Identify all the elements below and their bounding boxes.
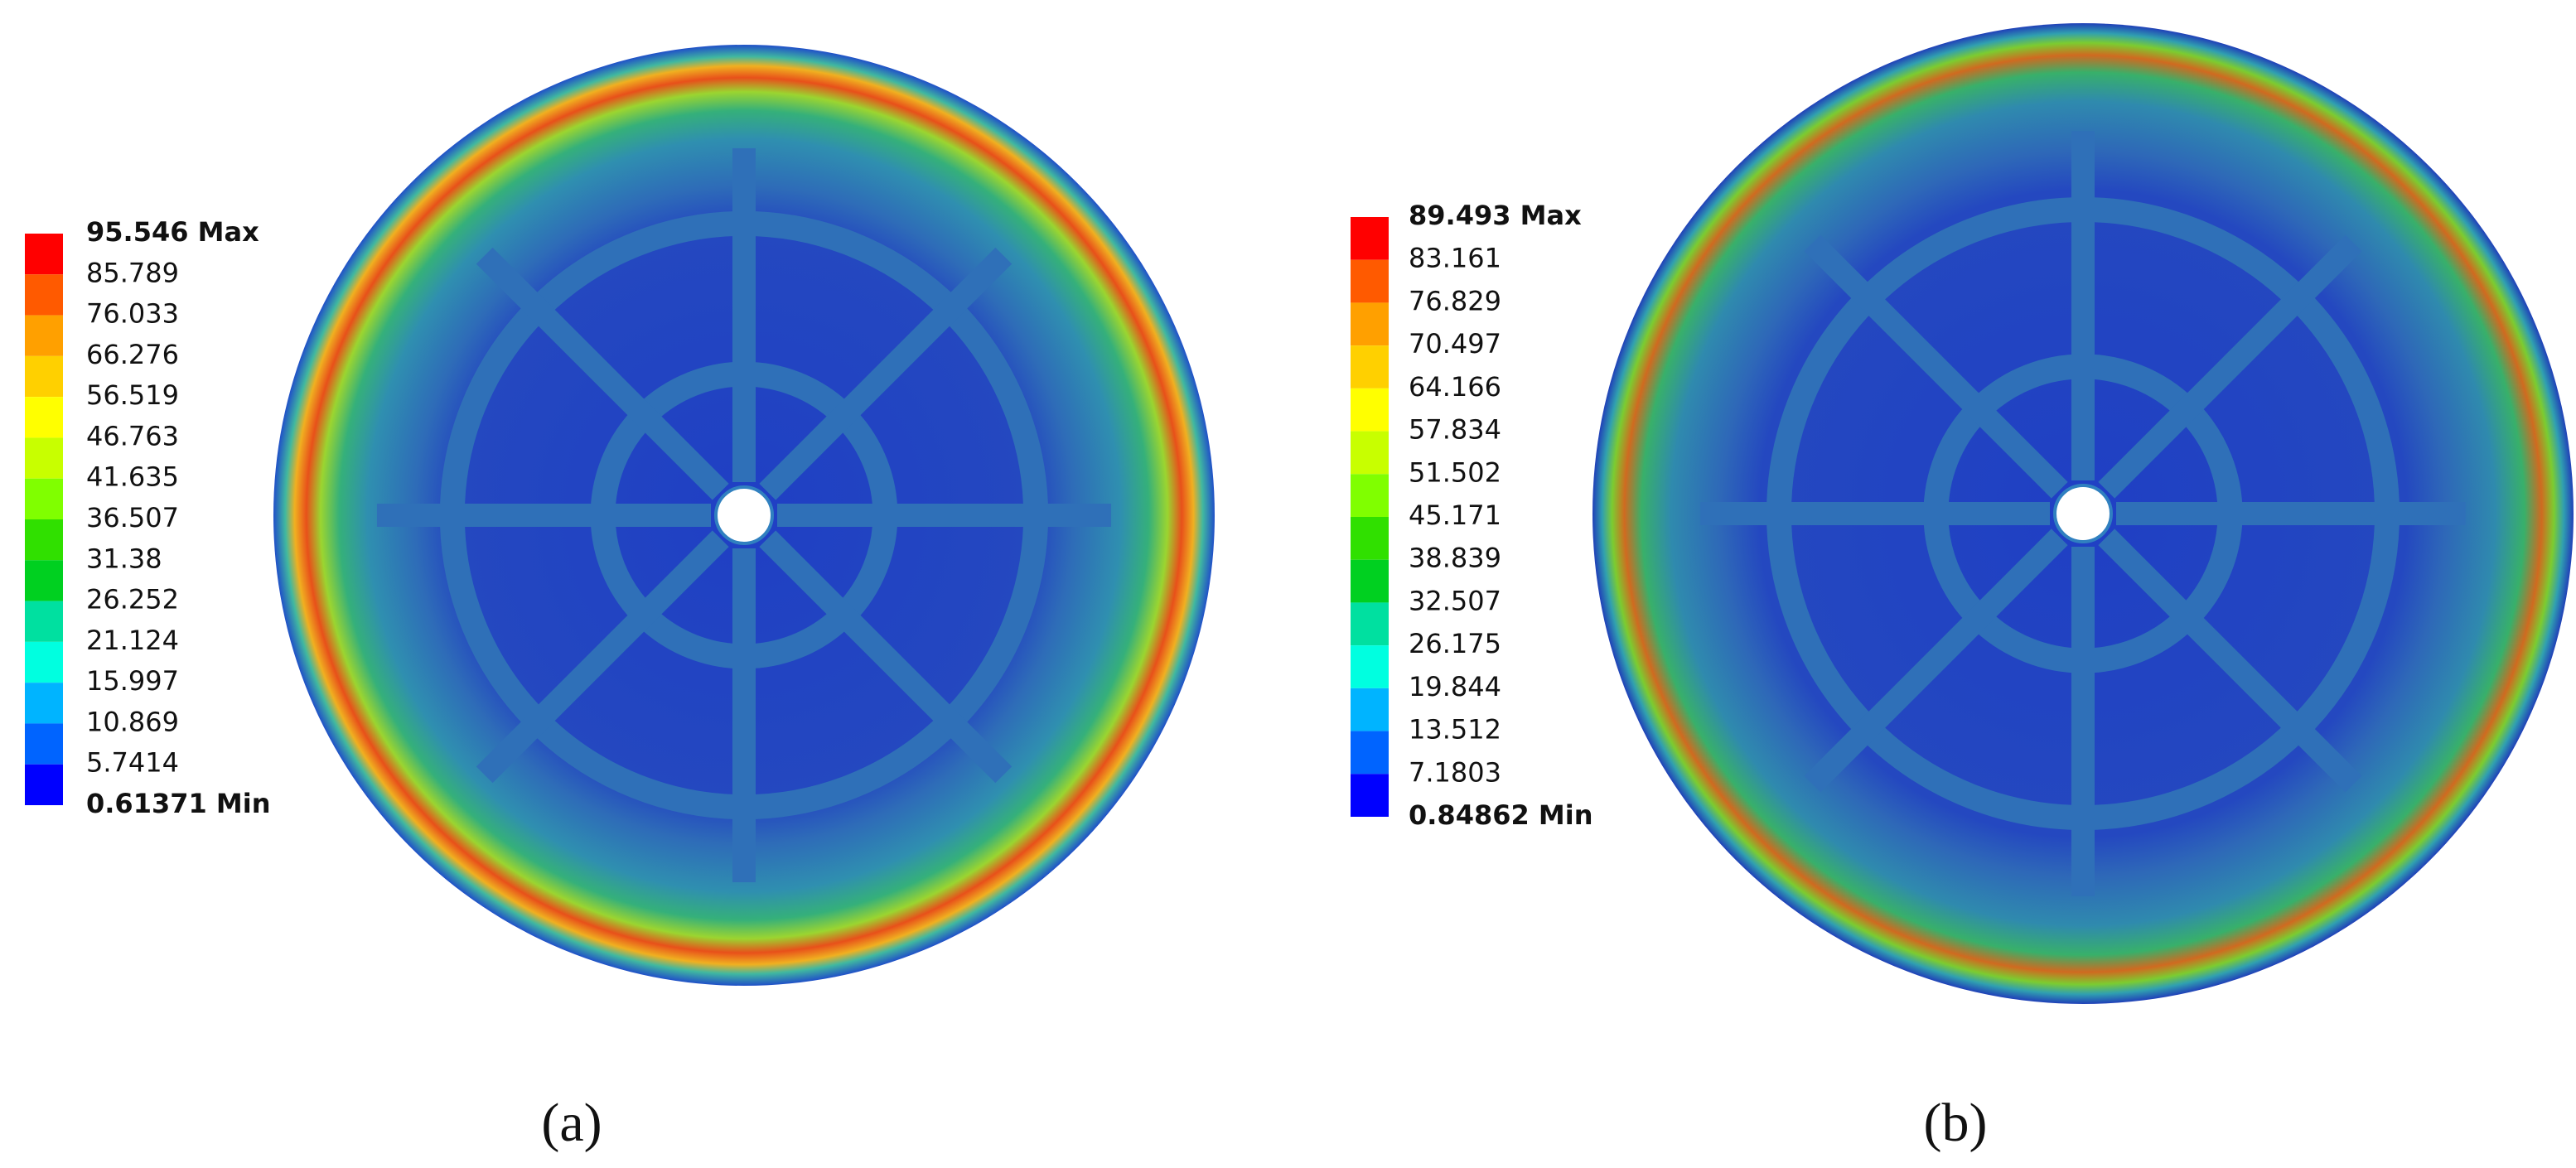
rib bbox=[1804, 234, 2068, 499]
legend-swatch bbox=[1351, 602, 1389, 646]
legend-swatch bbox=[25, 764, 63, 805]
legend-label: 19.844 bbox=[1409, 671, 1501, 702]
legend-label: 5.7414 bbox=[86, 747, 179, 779]
legend-label: 70.497 bbox=[1409, 328, 1501, 360]
contour-plot bbox=[1592, 23, 2574, 1004]
rib bbox=[1804, 528, 2068, 793]
rib bbox=[759, 247, 1013, 500]
legend-swatch bbox=[25, 683, 63, 724]
legend-label: 57.834 bbox=[1409, 414, 1501, 446]
legend-label: 21.124 bbox=[86, 625, 179, 656]
legend-swatch bbox=[1351, 517, 1389, 560]
legend-label: 36.507 bbox=[86, 502, 179, 533]
legend-label: 83.161 bbox=[1409, 243, 1501, 274]
center-hole bbox=[2053, 484, 2113, 543]
center-hole bbox=[714, 485, 774, 545]
legend-label: 76.033 bbox=[86, 298, 179, 330]
legend-label: 26.175 bbox=[1409, 628, 1501, 659]
legend-swatch bbox=[1351, 774, 1389, 817]
legend-swatch bbox=[25, 437, 63, 479]
legend-label: 66.276 bbox=[86, 339, 179, 370]
legend-swatch bbox=[1351, 731, 1389, 775]
legend-swatch bbox=[1351, 688, 1389, 731]
legend-label: 45.171 bbox=[1409, 500, 1501, 531]
legend-swatch bbox=[1351, 474, 1389, 517]
legend-swatch bbox=[25, 274, 63, 316]
legend-swatch bbox=[25, 601, 63, 642]
rib bbox=[759, 530, 1013, 784]
legend-swatch bbox=[1351, 259, 1389, 303]
legend-label: 31.38 bbox=[86, 543, 162, 574]
legend-label: 51.502 bbox=[1409, 456, 1501, 488]
legend-swatch bbox=[25, 315, 63, 356]
legend-label: 13.512 bbox=[1409, 714, 1501, 746]
legend-label: 7.1803 bbox=[1409, 756, 1501, 788]
legend-swatch bbox=[1351, 217, 1389, 260]
legend-swatch bbox=[1351, 388, 1389, 432]
legend-swatch bbox=[1351, 645, 1389, 688]
legend-label: 85.789 bbox=[86, 257, 179, 288]
panel-label: (a) bbox=[541, 1093, 602, 1153]
legend-swatch bbox=[25, 234, 63, 275]
legend-label: 26.252 bbox=[86, 584, 179, 615]
legend-swatch bbox=[25, 478, 63, 519]
legend-label: 15.997 bbox=[86, 665, 179, 697]
legend-swatch bbox=[1351, 345, 1389, 389]
legend-swatch bbox=[1351, 431, 1389, 475]
legend-label: 41.635 bbox=[86, 461, 179, 493]
legend-swatch bbox=[1351, 559, 1389, 603]
legend-label: 89.493 Max bbox=[1409, 200, 1582, 231]
panel-label: (b) bbox=[1924, 1093, 1988, 1153]
legend-label: 32.507 bbox=[1409, 585, 1501, 616]
legend-swatch bbox=[1351, 302, 1389, 346]
legend-swatch bbox=[25, 560, 63, 601]
legend-swatch bbox=[25, 519, 63, 561]
rib bbox=[2098, 234, 2362, 499]
legend-label: 56.519 bbox=[86, 379, 179, 411]
legend-label: 0.61371 Min bbox=[86, 788, 270, 819]
legend-swatch bbox=[25, 397, 63, 438]
rib bbox=[476, 530, 729, 784]
legend-swatch bbox=[25, 723, 63, 765]
legend-label: 76.829 bbox=[1409, 285, 1501, 316]
rib bbox=[476, 247, 729, 500]
legend-swatch bbox=[25, 355, 63, 398]
contour-plot bbox=[273, 45, 1215, 986]
legend-label: 64.166 bbox=[1409, 371, 1501, 403]
legend-swatch bbox=[25, 641, 63, 683]
legend-label: 95.546 Max bbox=[86, 216, 259, 248]
legend-label: 10.869 bbox=[86, 706, 179, 737]
legend-label: 38.839 bbox=[1409, 543, 1501, 574]
legend-label: 46.763 bbox=[86, 420, 179, 451]
legend-label: 0.84862 Min bbox=[1409, 799, 1592, 831]
rib bbox=[2098, 528, 2362, 793]
